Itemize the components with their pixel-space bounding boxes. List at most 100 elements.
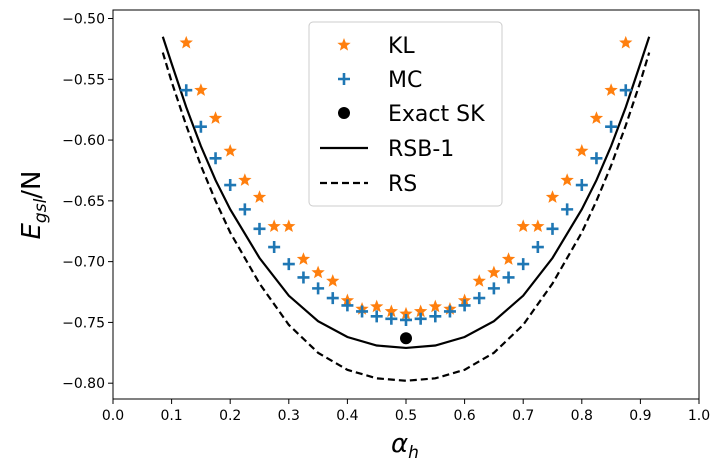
y-tick-label: −0.70 [62, 255, 105, 271]
y-axis-label-suffix: /N [17, 170, 47, 198]
data-point-kl [531, 219, 545, 233]
y-axis-label: Egsl/N [17, 170, 51, 239]
axis-ticks: 0.0 0.1 0.2 0.3 0.4 0.5 0.6 0.7 0.8 0.9 1.0 −0.80 −0… [62, 12, 710, 424]
data-point-kl [516, 219, 530, 233]
data-point-kl [179, 35, 193, 49]
x-axis-label-subscript: h [408, 443, 419, 459]
legend: KL MC Exact SK RSB-1 RS [308, 21, 503, 207]
data-point-mc [400, 313, 412, 326]
y-tick-label: −0.75 [62, 315, 105, 331]
data-point-kl [487, 265, 501, 279]
data-point-kl [560, 173, 574, 186]
data-point-mc [414, 312, 427, 325]
data-point-mc [385, 312, 398, 325]
data-point-kl [428, 299, 442, 313]
data-point-mc [253, 222, 266, 235]
legend-label-rs: RS [388, 172, 417, 197]
legend-item-kl: KL [337, 34, 415, 59]
data-point-mc [194, 120, 207, 133]
legend-label-rsb-1: RSB-1 [388, 137, 454, 162]
legend-label-mc: MC [388, 68, 422, 93]
data-point-kl [575, 144, 589, 157]
data-point-mc [356, 305, 369, 318]
data-point-mc [224, 179, 237, 192]
x-tick-label: 0.3 [278, 408, 300, 424]
y-axis-label-symbol: E [17, 223, 47, 240]
data-point-mc [370, 310, 383, 323]
legend-item-rsb-1: RSB-1 [320, 137, 454, 162]
data-point-kl [472, 274, 486, 287]
data-point-mc [619, 84, 632, 97]
x-tick-label: 0.6 [453, 408, 475, 424]
x-tick-label: 0.4 [336, 408, 358, 424]
legend-item-rs: RS [320, 172, 417, 197]
data-point-mc [297, 271, 310, 284]
data-point-mc [575, 179, 588, 192]
data-point-kl [619, 35, 633, 49]
data-point-mc [268, 241, 281, 254]
x-tick-label: 1.0 [688, 408, 710, 424]
data-point-kl [501, 252, 516, 265]
y-axis-label-subscript: gsl [31, 198, 51, 223]
data-point-mc [209, 152, 222, 165]
data-point-mc [561, 203, 574, 216]
data-point-kl [282, 219, 296, 233]
data-point-kl [296, 252, 311, 265]
data-point-mc [458, 299, 471, 312]
legend-item-exact-sk: Exact SK [338, 102, 485, 127]
data-point-mc [473, 292, 486, 305]
legend-item-mc: MC [338, 68, 422, 93]
legend-swatch-exact-sk [338, 107, 350, 119]
data-point-mc [487, 282, 500, 295]
data-point-kl [589, 111, 604, 124]
data-point-mc [590, 152, 603, 165]
x-tick-label: 0.8 [571, 408, 593, 424]
data-point-kl [399, 306, 413, 320]
data-point-mc [238, 203, 251, 216]
legend-box [308, 21, 503, 207]
data-point-kl [384, 304, 399, 318]
data-point-kl [267, 219, 281, 233]
y-tick-label: −0.55 [62, 72, 105, 88]
legend-label-kl: KL [388, 34, 415, 59]
y-tick-label: −0.80 [62, 376, 105, 392]
data-point-mc [180, 84, 193, 97]
data-point-kl [604, 83, 618, 96]
data-point-kl [326, 274, 340, 287]
data-point-mc [341, 299, 354, 312]
data-point-mc [429, 310, 442, 323]
data-point-mc [312, 282, 325, 295]
x-tick-label: 0.9 [629, 408, 651, 424]
y-tick-label: −0.65 [62, 194, 105, 210]
series-line-rsb-1 [161, 36, 651, 350]
data-point-kl [208, 111, 223, 124]
data-point-kl [545, 190, 560, 203]
data-point-mc [517, 258, 530, 271]
data-point-mc [531, 241, 544, 254]
data-point-kl [311, 265, 325, 279]
data-point-kl [252, 190, 267, 203]
x-tick-label: 0.0 [102, 408, 124, 424]
legend-label-exact-sk: Exact SK [388, 102, 485, 127]
data-point-mc [326, 292, 339, 305]
data-point-kl [413, 304, 428, 318]
data-point-kl [194, 83, 208, 96]
data-point-mc [443, 305, 456, 318]
data-point-mc [282, 258, 295, 271]
y-tick-label: −0.60 [62, 133, 105, 149]
data-point-mc [502, 271, 515, 284]
x-axis-label-symbol: α [391, 429, 408, 459]
x-tick-label: 0.1 [160, 408, 182, 424]
data-point-kl [223, 144, 237, 157]
y-tick-label: −0.50 [62, 12, 105, 28]
data-point-mc [546, 222, 559, 235]
legend-swatch-mc [338, 73, 350, 85]
data-point-mc [605, 120, 618, 133]
data-point-kl [238, 173, 252, 186]
data-point-exact-sk [400, 332, 412, 345]
x-tick-label: 0.2 [219, 408, 241, 424]
plot-area [161, 35, 651, 382]
x-tick-label: 0.5 [395, 408, 417, 424]
series-line-rs [161, 52, 651, 382]
